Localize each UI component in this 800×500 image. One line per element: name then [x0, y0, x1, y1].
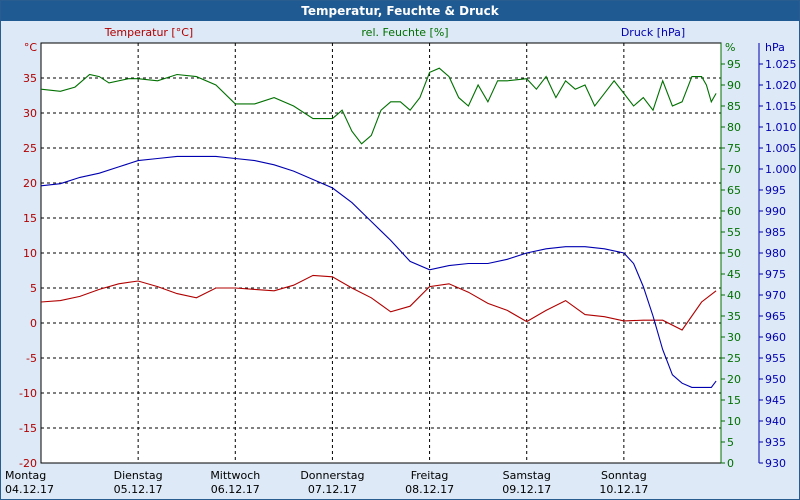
- series-line-pressure: [40, 155, 717, 388]
- tick-label-humidity: 10: [727, 415, 741, 428]
- tick-label-pressure: 990: [765, 205, 786, 218]
- tick-label-temperature: -5: [26, 352, 37, 365]
- tick-label-temperature: 30: [23, 107, 37, 120]
- tick-label-humidity: 65: [727, 184, 741, 197]
- axis-title-pressure: Druck [hPa]: [621, 26, 685, 39]
- tick-label-humidity: 80: [727, 121, 741, 134]
- unit-pressure: hPa: [765, 41, 785, 54]
- series-line-temperature: [40, 274, 717, 331]
- tick-label-day: Dienstag: [114, 469, 163, 482]
- tick-label-pressure: 950: [765, 373, 786, 386]
- tick-label-humidity: 25: [727, 352, 741, 365]
- tick-label-date: 05.12.17: [114, 483, 163, 496]
- tick-label-date: 08.12.17: [405, 483, 454, 496]
- tick-labels: 35302520151050-5-10-15-20959085807570656…: [5, 58, 797, 496]
- tick-label-pressure: 980: [765, 247, 786, 260]
- tick-label-pressure: 935: [765, 436, 786, 449]
- tick-label-humidity: 60: [727, 205, 741, 218]
- tick-label-date: 04.12.17: [5, 483, 54, 496]
- tick-label-day: Montag: [5, 469, 46, 482]
- tick-label-pressure: 1.005: [765, 142, 797, 155]
- tick-label-pressure: 960: [765, 331, 786, 344]
- unit-temperature: °C: [24, 41, 38, 54]
- axis-title-humidity: rel. Feuchte [%]: [361, 26, 448, 39]
- tick-label-pressure: 1.025: [765, 58, 797, 71]
- tick-label-temperature: -20: [19, 457, 37, 470]
- tick-label-day: Sonntag: [601, 469, 647, 482]
- tick-label-humidity: 90: [727, 79, 741, 92]
- tick-label-humidity: 5: [727, 436, 734, 449]
- tick-label-temperature: 20: [23, 177, 37, 190]
- series-group: [40, 67, 717, 388]
- unit-humidity: %: [725, 41, 735, 54]
- series-line-humidity: [40, 67, 717, 145]
- tick-label-pressure: 995: [765, 184, 786, 197]
- tick-label-pressure: 1.010: [765, 121, 797, 134]
- tick-label-humidity: 50: [727, 247, 741, 260]
- tick-label-temperature: 35: [23, 72, 37, 85]
- tick-label-pressure: 945: [765, 394, 786, 407]
- tick-label-humidity: 95: [727, 58, 741, 71]
- tick-label-humidity: 55: [727, 226, 741, 239]
- window-title: Temperatur, Feuchte & Druck: [1, 1, 799, 21]
- tick-label-day: Freitag: [411, 469, 449, 482]
- tick-label-humidity: 70: [727, 163, 741, 176]
- tick-label-day: Mittwoch: [210, 469, 260, 482]
- tick-label-temperature: -15: [19, 422, 37, 435]
- tick-label-humidity: 85: [727, 100, 741, 113]
- tick-label-pressure: 940: [765, 415, 786, 428]
- tick-label-pressure: 930: [765, 457, 786, 470]
- tick-label-temperature: 10: [23, 247, 37, 260]
- axis-title-temperature: Temperatur [°C]: [104, 26, 193, 39]
- tick-label-day: Samstag: [503, 469, 551, 482]
- tick-label-humidity: 75: [727, 142, 741, 155]
- tick-label-humidity: 40: [727, 289, 741, 302]
- tick-label-humidity: 20: [727, 373, 741, 386]
- tick-label-pressure: 975: [765, 268, 786, 281]
- tick-label-date: 09.12.17: [502, 483, 551, 496]
- tick-label-humidity: 45: [727, 268, 741, 281]
- weather-chart: 35302520151050-5-10-15-20959085807570656…: [5, 26, 797, 496]
- tick-label-pressure: 985: [765, 226, 786, 239]
- tick-label-temperature: 15: [23, 212, 37, 225]
- tick-label-pressure: 1.015: [765, 100, 797, 113]
- tick-label-pressure: 965: [765, 310, 786, 323]
- tick-label-temperature: 5: [30, 282, 37, 295]
- tick-label-temperature: 25: [23, 142, 37, 155]
- tick-label-pressure: 955: [765, 352, 786, 365]
- tick-label-humidity: 30: [727, 331, 741, 344]
- tick-label-temperature: -10: [19, 387, 37, 400]
- tick-label-pressure: 970: [765, 289, 786, 302]
- tick-label-date: 10.12.17: [599, 483, 648, 496]
- tick-label-humidity: 35: [727, 310, 741, 323]
- tick-label-humidity: 15: [727, 394, 741, 407]
- grid: [41, 43, 721, 463]
- tick-label-humidity: 0: [727, 457, 734, 470]
- tick-label-date: 06.12.17: [211, 483, 260, 496]
- tick-label-temperature: 0: [30, 317, 37, 330]
- tick-label-pressure: 1.020: [765, 79, 797, 92]
- tick-label-date: 07.12.17: [308, 483, 357, 496]
- tick-label-day: Donnerstag: [300, 469, 364, 482]
- tick-label-pressure: 1.000: [765, 163, 797, 176]
